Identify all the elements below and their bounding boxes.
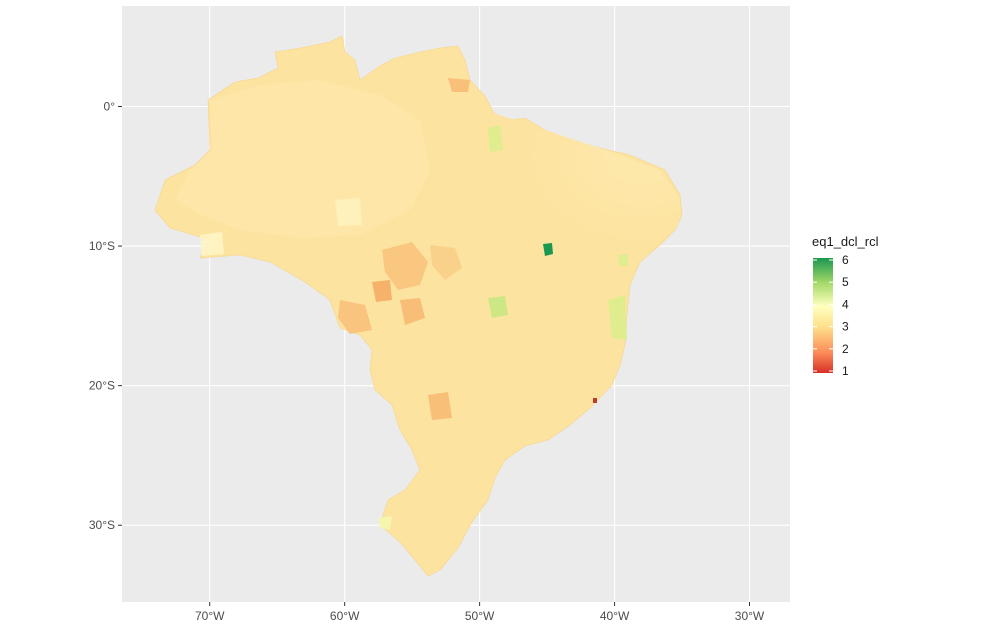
region-patch: [400, 298, 425, 325]
legend-title: eq1_dcl_rcl: [812, 234, 879, 249]
x-axis: 70°W 60°W 50°W 40°W 30°W: [195, 602, 765, 623]
region-patch: [618, 254, 628, 266]
y-tick-label: 0°: [104, 99, 116, 113]
y-tick-label: 10°S: [89, 239, 115, 253]
region-hotspot-high: [543, 243, 553, 256]
region-patch: [608, 295, 627, 340]
legend-tick-label: 2: [842, 342, 849, 356]
y-axis: 0° 10°S 20°S 30°S: [89, 99, 122, 532]
x-tick-label: 30°W: [735, 609, 765, 623]
region-patch: [338, 300, 372, 334]
legend: eq1_dcl_rcl 1 2 3 4 5 6: [812, 234, 879, 378]
region-patch: [335, 198, 362, 226]
legend-colorbar: [813, 258, 833, 373]
region-patch: [200, 232, 224, 256]
region-patch: [372, 280, 392, 302]
region-patch: [488, 296, 508, 318]
region-patch: [488, 125, 503, 152]
legend-tick-label: 4: [842, 297, 849, 311]
brazil-map: [154, 35, 683, 577]
legend-ticks: 1 2 3 4 5 6: [813, 253, 849, 378]
region-patch: [382, 242, 428, 290]
legend-tick-label: 1: [842, 364, 849, 378]
y-tick-label: 20°S: [89, 379, 115, 393]
region-patch: [378, 516, 392, 530]
region-patch: [448, 78, 470, 92]
legend-tick-label: 3: [842, 320, 849, 334]
legend-tick-label: 6: [842, 253, 849, 267]
x-tick-label: 40°W: [600, 609, 630, 623]
y-tick-label: 30°S: [89, 518, 115, 532]
region-patch: [430, 245, 462, 280]
x-tick-label: 50°W: [465, 609, 495, 623]
x-tick-label: 70°W: [195, 609, 225, 623]
northeast-region: [485, 110, 680, 260]
legend-tick-label: 5: [842, 275, 849, 289]
x-tick-label: 60°W: [330, 609, 360, 623]
region-patch: [428, 392, 452, 420]
region-hotspot-low: [593, 398, 597, 403]
amazon-region: [175, 80, 430, 238]
